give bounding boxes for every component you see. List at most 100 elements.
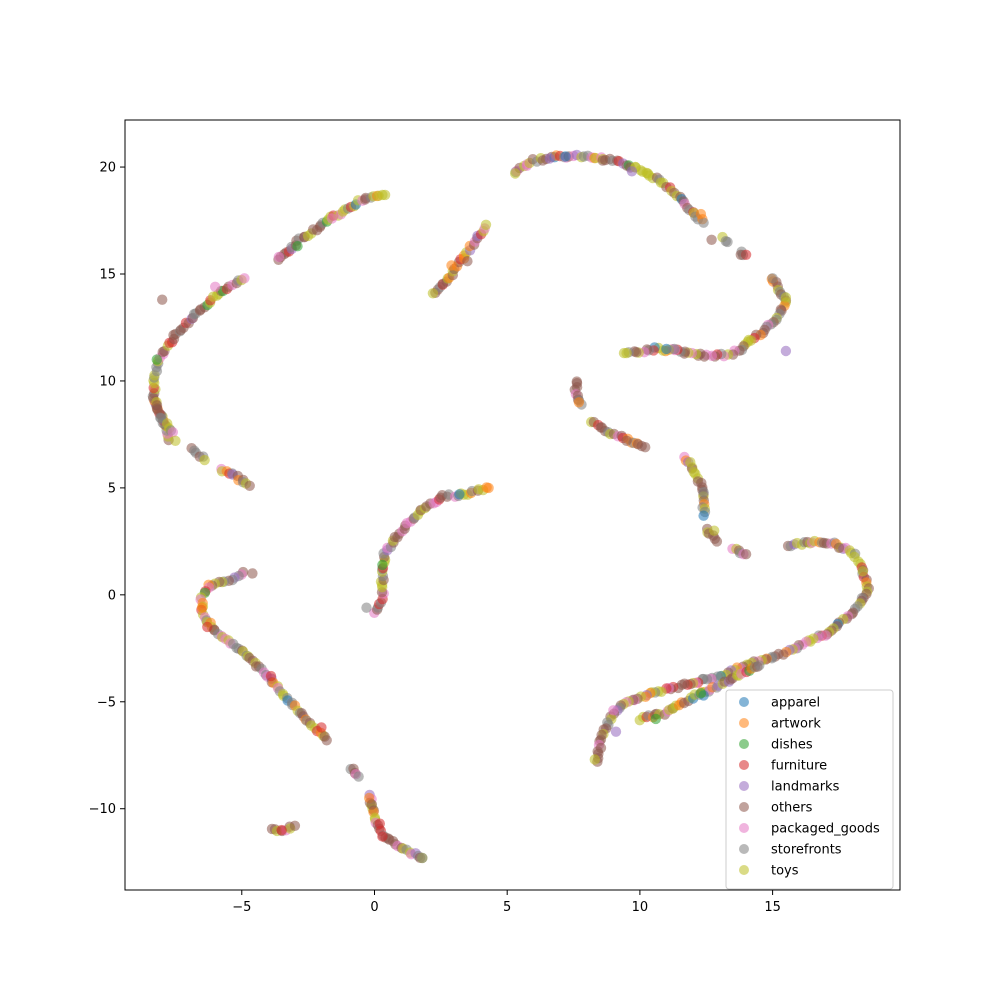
scatter-point xyxy=(239,273,250,284)
scatter-point-storefronts xyxy=(417,852,428,864)
scatter-point-toys xyxy=(170,435,181,446)
scatter-point-others xyxy=(597,155,608,166)
scatter-point-others xyxy=(462,256,473,267)
scatter-point xyxy=(483,482,494,494)
scatter-point-packaged_goods xyxy=(608,705,619,716)
ticks-layer: −5 0 5 10 15 −10 −5 0 5 10 15 20 xyxy=(89,161,781,915)
scatter-point-packaged_goods xyxy=(820,630,831,641)
scatter-point-landmarks xyxy=(780,345,792,357)
legend-label-packaged_goods: packaged_goods xyxy=(771,822,880,837)
scatter-point-dishes xyxy=(650,713,661,725)
scatter-point xyxy=(722,236,733,248)
scatter-point-storefronts xyxy=(361,602,372,613)
scatter-point-apparel xyxy=(560,151,571,162)
scatter-point-toys xyxy=(379,189,391,201)
legend-marker-dishes xyxy=(739,739,749,749)
legend-label-others: others xyxy=(771,801,813,816)
scatter-point-furniture xyxy=(316,722,327,733)
legend-marker-storefronts xyxy=(739,844,749,854)
y-tick-label: 5 xyxy=(108,481,116,496)
scatter-point-toys xyxy=(510,168,521,179)
x-tick-label: 0 xyxy=(370,900,378,915)
scatter-point-others xyxy=(833,542,845,553)
scatter-point xyxy=(353,771,364,782)
x-tick-label: 10 xyxy=(632,900,649,915)
scatter-point-landmarks xyxy=(610,726,622,737)
scatter-point xyxy=(321,735,332,746)
y-tick-label: −10 xyxy=(89,802,116,817)
scatter-point xyxy=(711,536,723,547)
scatter-point-packaged_goods xyxy=(326,213,338,224)
scatter-point-artwork xyxy=(446,260,457,271)
scatter-point-others xyxy=(740,549,752,560)
y-tick-label: −5 xyxy=(97,695,116,710)
scatter-point xyxy=(289,820,301,831)
scatter-point-furniture xyxy=(276,824,287,836)
legend-box xyxy=(725,689,894,890)
scatter-point-dishes xyxy=(695,688,707,699)
scatter-point-furniture xyxy=(265,670,277,682)
scatter-point-packaged_goods xyxy=(210,281,221,292)
scatter-point-toys xyxy=(709,525,720,536)
y-tick-label: 15 xyxy=(99,268,116,283)
scatter-point-furniture xyxy=(374,818,385,829)
legend-marker-others xyxy=(739,802,749,812)
y-tick-label: 10 xyxy=(99,374,116,389)
scatter-point xyxy=(698,510,709,521)
x-tick-label: −5 xyxy=(232,900,251,915)
scatter-point-others xyxy=(157,294,168,305)
legend-marker-toys xyxy=(739,865,749,875)
scatter-point xyxy=(167,427,178,438)
scatter-point-others xyxy=(706,234,717,245)
legend-label-dishes: dishes xyxy=(771,738,813,753)
legend-label-furniture: furniture xyxy=(771,759,827,774)
scatter-point xyxy=(698,217,709,228)
scatter-point-landmarks xyxy=(544,153,555,164)
scatter-point-storefronts xyxy=(767,273,778,284)
scatter-point-apparel xyxy=(661,343,672,355)
points-layer xyxy=(147,149,874,864)
scatter-point-furniture xyxy=(377,831,388,842)
x-tick-label: 5 xyxy=(503,900,511,915)
scatter-point-toys xyxy=(618,347,630,359)
legend-marker-packaged_goods xyxy=(739,823,749,833)
legend: apparel artwork dishes furniture landmarks ot… xyxy=(725,689,894,890)
scatter-point-dishes xyxy=(377,559,388,571)
legend-marker-furniture xyxy=(739,760,749,770)
scatter-point xyxy=(244,480,255,491)
scatter-point xyxy=(640,442,651,453)
legend-label-apparel: apparel xyxy=(771,696,820,711)
legend-marker-artwork xyxy=(739,718,749,728)
scatter-point-others xyxy=(247,568,258,579)
scatter-point-apparel xyxy=(454,489,465,500)
scatter-point-others xyxy=(366,799,377,810)
scatter-point-artwork xyxy=(573,397,585,408)
scatter-point-landmarks xyxy=(626,166,638,177)
x-tick-label: 15 xyxy=(764,900,781,915)
plot-frame xyxy=(124,119,901,891)
y-tick-label: 20 xyxy=(99,161,116,176)
scatter-point-dishes xyxy=(151,354,162,365)
legend-marker-landmarks xyxy=(739,781,749,791)
legend-label-storefronts: storefronts xyxy=(771,843,842,858)
legend-label-landmarks: landmarks xyxy=(771,780,840,795)
scatter-point-toys xyxy=(857,566,868,577)
scatter-point-toys xyxy=(589,754,600,765)
scatter-point-furniture xyxy=(202,621,213,633)
legend-marker-apparel xyxy=(739,697,749,707)
scatter-point xyxy=(754,660,765,671)
scatter-point-dishes xyxy=(292,241,303,252)
scatter-point-storefronts xyxy=(669,343,680,355)
legend-label-toys: toys xyxy=(771,864,799,879)
scatter-point-packaged_goods xyxy=(273,251,285,263)
scatter-point-others xyxy=(735,249,746,260)
scatter-point xyxy=(480,219,492,230)
legend-label-artwork: artwork xyxy=(771,717,821,732)
scatter-point xyxy=(199,454,210,466)
scatter-point-toys xyxy=(685,457,696,468)
scatter-point-toys xyxy=(780,292,792,303)
scatter-point-artwork xyxy=(695,208,707,220)
scatter-point-storefronts xyxy=(698,487,709,498)
